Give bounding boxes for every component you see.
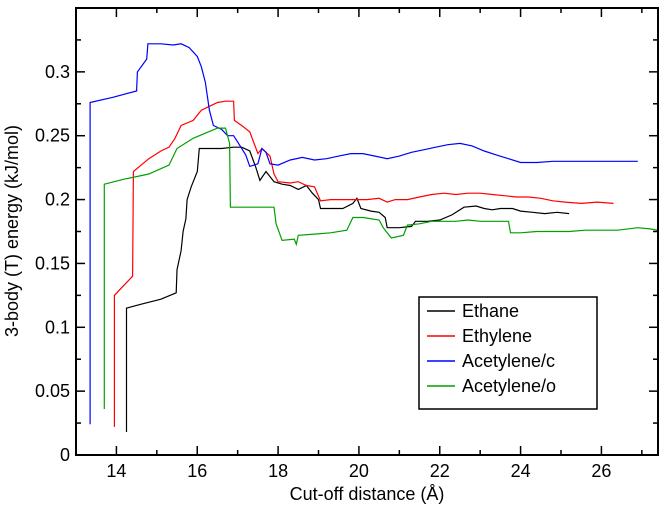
series-line-2 <box>89 43 638 425</box>
x-tick-label: 14 <box>106 461 126 481</box>
legend-label-1: Ethylene <box>462 326 532 346</box>
tick-layer: 14 16 18 20 22 24 26 0 0.05 0.1 0.15 0.2 0.25 0.3 <box>35 7 658 481</box>
series-layer <box>89 43 659 432</box>
series-line-1 <box>113 100 614 427</box>
x-axis-title: Cut-off distance (Å) <box>290 484 445 504</box>
y-tick-label: 0.3 <box>45 62 70 82</box>
y-tick-label: 0 <box>60 445 70 465</box>
legend-label-3: Acetylene/o <box>462 376 556 396</box>
legend-label-0: Ethane <box>462 301 519 321</box>
x-tick-label: 20 <box>349 461 369 481</box>
series-line-3 <box>103 127 659 409</box>
x-tick-label: 22 <box>430 461 450 481</box>
legend: Ethane Ethylene Acetylene/c Acetylene/o <box>418 296 598 410</box>
x-tick-label: 26 <box>591 461 611 481</box>
x-tick-label: 24 <box>511 461 531 481</box>
y-tick-label: 0.15 <box>35 253 70 273</box>
y-axis-title: 3-body (T) energy (kJ/mol) <box>2 125 22 337</box>
y-tick-label: 0.05 <box>35 381 70 401</box>
x-tick-label: 18 <box>268 461 288 481</box>
legend-box <box>418 296 598 410</box>
y-tick-label: 0.1 <box>45 317 70 337</box>
y-tick-label: 0.2 <box>45 190 70 210</box>
legend-label-2: Acetylene/c <box>462 351 555 371</box>
y-tick-label: 0.25 <box>35 126 70 146</box>
series-line-0 <box>125 146 570 432</box>
x-tick-label: 16 <box>187 461 207 481</box>
